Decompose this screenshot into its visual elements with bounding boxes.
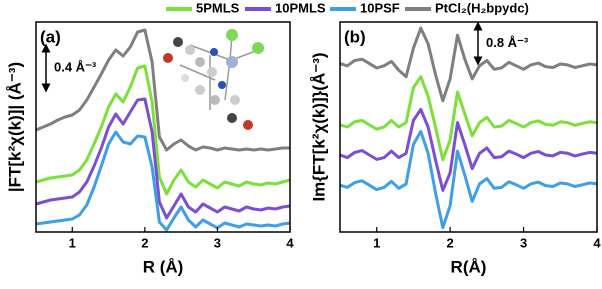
x-tick-label: 2: [141, 235, 148, 250]
data-line: [339, 26, 598, 103]
x-tick-label: 4: [593, 235, 601, 250]
data-line: [339, 75, 598, 162]
scale-annotation: 0.8 Å⁻³: [486, 35, 529, 50]
scale-annotation: 0.4 Å⁻³: [54, 59, 97, 74]
data-line: [35, 130, 291, 232]
panel-label: (b): [344, 27, 366, 46]
legend-label: 10PMLS: [275, 0, 326, 15]
x-tick-label: 1: [69, 235, 76, 250]
data-line: [35, 97, 291, 220]
legend-label: 5PMLS: [196, 0, 240, 15]
plot-frame: [339, 21, 598, 233]
data-line: [35, 64, 291, 196]
panel-label: (a): [40, 27, 61, 46]
x-axis-label: R(Å): [451, 257, 487, 276]
x-tick-label: 3: [520, 235, 527, 250]
x-tick-label: 3: [214, 235, 221, 250]
y-axis-label: Im{FT[k²χ(k)]}(Å⁻³): [309, 52, 328, 201]
x-tick-label: 2: [447, 235, 454, 250]
molecule-illustration: [163, 29, 264, 130]
x-tick-label: 1: [373, 235, 380, 250]
plot-frame: [35, 21, 291, 233]
legend-label: 10PSF: [360, 0, 400, 15]
legend-label: PtCl₂(H₂bpydc): [435, 0, 529, 15]
x-axis-label: R (Å): [143, 257, 184, 276]
data-line: [35, 28, 290, 152]
x-tick-label: 4: [286, 235, 294, 250]
data-line: [339, 108, 598, 192]
data-line: [339, 129, 598, 230]
y-axis-label: |FT[k²χ(k)]| (Å⁻³): [5, 62, 24, 192]
